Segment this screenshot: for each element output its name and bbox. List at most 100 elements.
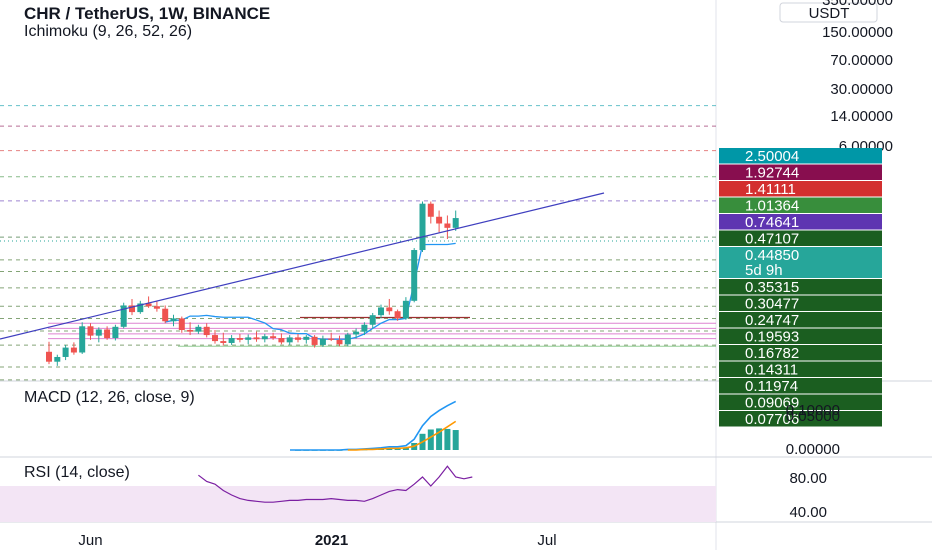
candles — [46, 201, 459, 366]
price-axis-tick: 350.00000 — [822, 0, 893, 9]
macd-title: MACD (12, 26, close, 9) — [24, 389, 195, 406]
macd-line — [290, 400, 457, 451]
indicator-label: Ichimoku (9, 26, 52, 26) — [24, 23, 192, 40]
price-tags: 2.500041.927441.411111.013640.746410.471… — [719, 148, 882, 428]
time-axis-label: Jul — [537, 532, 556, 549]
candle — [361, 322, 368, 336]
candle — [386, 298, 393, 315]
candle-body — [245, 337, 252, 340]
candle — [228, 335, 235, 345]
price-tag: 0.24747 — [719, 312, 882, 329]
candle-body — [336, 339, 343, 345]
symbol-title: CHR / TetherUS, 1W, BINANCE — [24, 4, 270, 23]
price-tag: 1.41111 — [719, 181, 882, 198]
candle — [261, 333, 268, 343]
candle-body — [303, 336, 310, 340]
candle-body — [361, 324, 368, 332]
candle — [295, 333, 301, 343]
candle — [137, 300, 144, 314]
price-tag: 0.35315 — [719, 279, 882, 296]
price-axis-ticks: 350.00000 150.00000 70.00000 30.00000 14.000… — [822, 0, 893, 155]
candle — [253, 331, 260, 342]
candle — [70, 342, 77, 355]
rsi-axis-ticks: 80.00 40.00 — [789, 470, 827, 521]
price-tag: 0.14311 — [719, 361, 882, 379]
price-tag-label: 0.74641 — [745, 214, 799, 231]
candle-body — [62, 347, 69, 357]
candle — [270, 332, 277, 340]
price-tag-label: 0.47107 — [745, 231, 799, 248]
trendline — [0, 192, 605, 340]
candle-body — [178, 318, 185, 331]
price-tag: 0.74641 — [719, 214, 882, 231]
price-tag: 0.11974 — [719, 378, 882, 395]
price-tag-label: 0.24747 — [745, 312, 799, 329]
candle-body — [369, 315, 376, 325]
candle-body — [203, 326, 210, 336]
price-axis-tick: 14.00000 — [830, 108, 893, 125]
candle — [369, 312, 376, 329]
macd-histogram-bar — [436, 428, 443, 450]
price-tag-bg — [719, 411, 882, 427]
candle-body — [153, 306, 160, 309]
candle — [112, 324, 119, 341]
candle-body — [236, 338, 243, 340]
candle — [245, 334, 252, 345]
price-tag-label: 0.11974 — [745, 378, 798, 395]
macd-histogram-bar — [427, 429, 434, 450]
candle-body — [87, 326, 94, 336]
price-tag-label: 1.92744 — [745, 165, 799, 182]
candle — [311, 335, 318, 348]
macd-histogram-bar — [452, 430, 459, 450]
candle-body — [104, 329, 111, 339]
candle — [95, 327, 102, 343]
rsi-line — [198, 465, 473, 503]
price-tag-label: 0.16782 — [745, 345, 799, 362]
price-tag-bg — [719, 214, 882, 230]
price-tag-label: 0.14311 — [745, 362, 798, 379]
candle-body — [411, 250, 418, 301]
price-tag-label: 1.41111 — [745, 181, 796, 198]
price-tag-label: 0.35315 — [745, 279, 799, 296]
candle-body — [328, 338, 335, 340]
currency-button[interactable]: USDT — [779, 2, 878, 23]
candle — [402, 297, 409, 320]
candle — [162, 305, 169, 324]
ascending-trendline — [0, 192, 605, 340]
candle-body — [46, 351, 52, 362]
candle-body — [95, 329, 102, 336]
price-tag-bg — [719, 312, 882, 328]
candle-body — [270, 336, 277, 339]
time-axis[interactable]: Jun 2021 Jul — [78, 532, 556, 549]
price-tag-bg — [719, 247, 882, 278]
candle — [120, 302, 127, 329]
candle-body — [170, 318, 177, 322]
time-axis-label: 2021 — [315, 532, 348, 549]
candle-body — [220, 341, 227, 343]
candle-body — [187, 330, 194, 332]
candle — [353, 328, 360, 339]
candle — [178, 316, 185, 333]
candle — [187, 322, 194, 336]
candle-body — [444, 223, 451, 228]
candle-body — [402, 300, 409, 319]
candle — [303, 335, 310, 344]
candle — [427, 201, 434, 224]
currency-button-label[interactable]: USDT — [809, 5, 850, 22]
candle — [378, 304, 384, 319]
macd-signal-line — [347, 420, 457, 451]
candle-body — [427, 203, 434, 217]
candle-body — [378, 307, 384, 316]
candle — [444, 215, 451, 240]
price-tag: 0.07706 — [719, 411, 882, 428]
macd-histogram-bar — [444, 428, 451, 450]
price-tag-label: 0.30477 — [745, 296, 799, 313]
candle-body — [394, 311, 401, 319]
candle-body — [195, 326, 202, 332]
candle-body — [70, 347, 77, 353]
candle — [436, 210, 443, 233]
candle-body — [129, 305, 135, 313]
price-tag-bg — [719, 181, 882, 197]
